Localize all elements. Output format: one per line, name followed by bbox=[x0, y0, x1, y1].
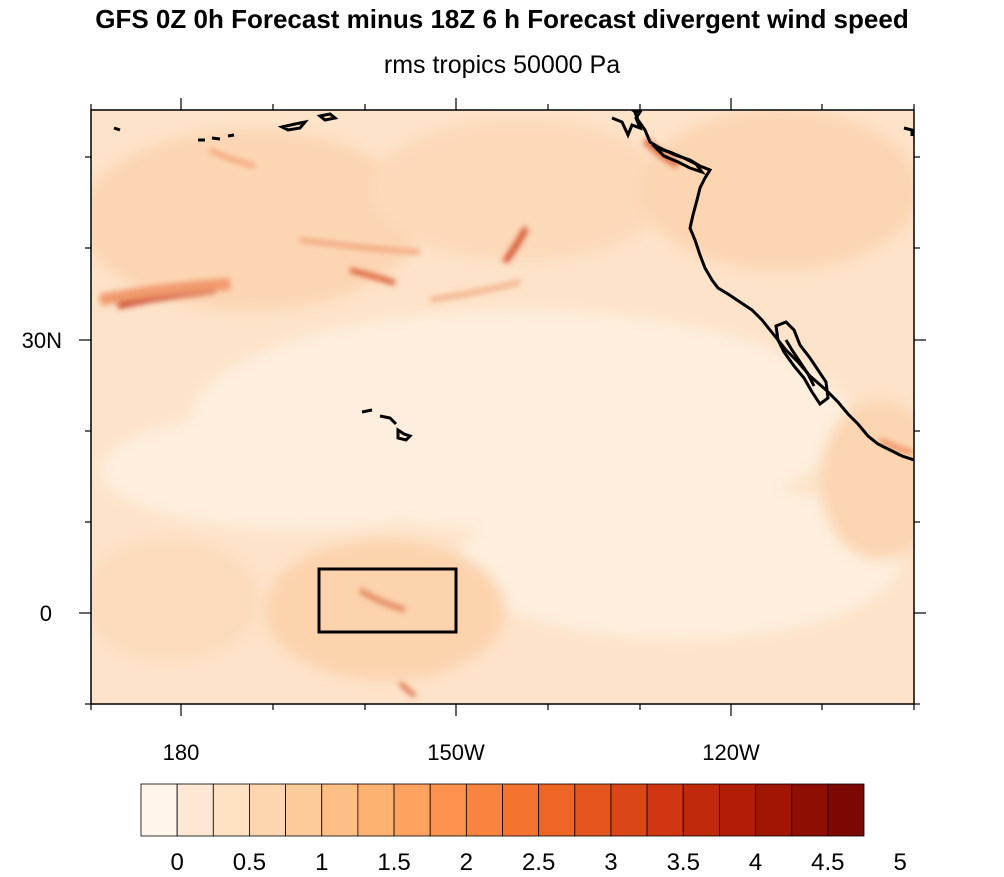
colorbar-box bbox=[682, 783, 720, 837]
colorbar-label: 3.5 bbox=[666, 849, 700, 876]
colorbar-box bbox=[357, 783, 395, 837]
region-box bbox=[317, 567, 458, 634]
colorbar bbox=[140, 783, 865, 837]
map-field bbox=[91, 110, 914, 704]
colorbar-box bbox=[465, 783, 503, 837]
lon-label-180: 180 bbox=[162, 740, 200, 765]
colorbar-label: 2 bbox=[459, 849, 474, 876]
coastlines bbox=[113, 110, 914, 462]
colorbar-box bbox=[249, 783, 286, 837]
colorbar-box bbox=[827, 783, 865, 837]
colorbar-box bbox=[755, 783, 793, 837]
colorbar-label: 2.5 bbox=[521, 849, 556, 876]
field-smooth-regions bbox=[91, 110, 914, 680]
colorbar-box bbox=[574, 783, 612, 837]
lat-label-30n: 30N bbox=[21, 328, 62, 353]
colorbar-box bbox=[393, 783, 431, 837]
colorbar-label: 1.5 bbox=[377, 849, 411, 876]
map-subtitle: rms tropics 50000 Pa bbox=[0, 50, 1004, 80]
lon-label-150w: 150W bbox=[427, 740, 485, 765]
colorbar-label: 4 bbox=[748, 849, 763, 876]
colorbar-box bbox=[285, 783, 323, 837]
subtitle-text: rms tropics 50000 Pa bbox=[383, 51, 621, 79]
colorbar-box bbox=[176, 783, 214, 837]
lat-label-0: 0 bbox=[39, 601, 52, 626]
colorbar-box bbox=[538, 783, 576, 837]
colorbar-label: 0.5 bbox=[232, 849, 267, 876]
map-ticks bbox=[79, 98, 926, 716]
colorbar-box bbox=[429, 783, 467, 837]
field-streaks bbox=[98, 137, 913, 698]
colorbar-label: 0 bbox=[170, 849, 184, 876]
colorbar-label: 1 bbox=[315, 849, 329, 876]
colorbar-label: 3 bbox=[604, 849, 618, 876]
colorbar-box bbox=[212, 783, 250, 837]
colorbar-box bbox=[140, 783, 178, 837]
colorbar-box bbox=[646, 783, 684, 837]
colorbar-box bbox=[502, 783, 540, 837]
map-title: GFS 0Z 0h Forecast minus 18Z 6 h Forecas… bbox=[95, 4, 909, 34]
map-frame bbox=[90, 109, 915, 705]
colorbar-label: 4.5 bbox=[811, 849, 845, 876]
colorbar-box bbox=[719, 783, 756, 837]
colorbar-box bbox=[791, 783, 829, 837]
colorbar-box bbox=[321, 783, 359, 837]
colorbar-label: 5 bbox=[893, 849, 907, 876]
lon-label-120w: 120W bbox=[702, 740, 760, 765]
colorbar-box bbox=[610, 783, 648, 837]
